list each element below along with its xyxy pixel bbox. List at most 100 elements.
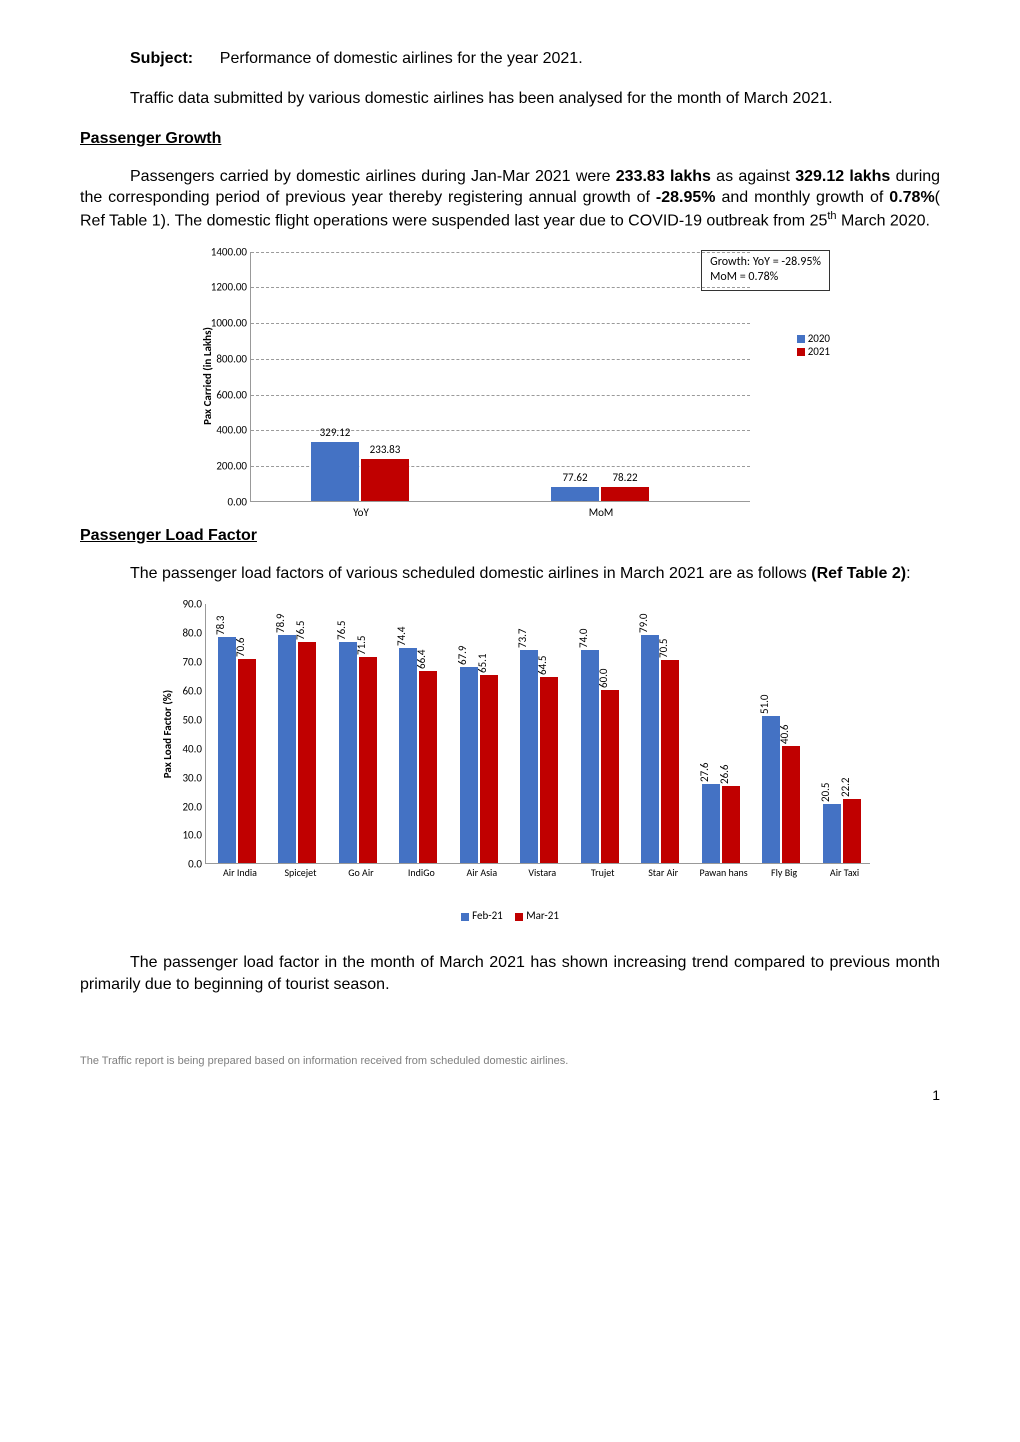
chart2-ytick: 70.0 <box>171 656 206 669</box>
chart2-ytick: 60.0 <box>171 684 206 697</box>
chart2-xtick: Pawan hans <box>694 867 754 878</box>
chart2-bar-feb: 79.0 <box>641 635 659 863</box>
chart2-bar-value: 74.4 <box>395 627 408 647</box>
chart2-bar-value: 70.6 <box>234 638 247 658</box>
chart2-ytick: 50.0 <box>171 713 206 726</box>
ref-table-2: (Ref Table 2) <box>811 565 906 582</box>
chart2-bar-value: 70.5 <box>657 638 670 658</box>
chart2-bar-mar: 40.6 <box>782 746 800 863</box>
chart2-bar-mar: 70.5 <box>661 660 679 864</box>
chart2-bar-mar: 64.5 <box>540 677 558 863</box>
chart2-bar-value: 60.0 <box>597 668 610 688</box>
chart2-bar-value: 27.6 <box>698 762 711 782</box>
chart1-ytick: 200.00 <box>201 459 251 472</box>
chart2-xtick: Air Asia <box>452 867 512 878</box>
chart2-xtick: Star Air <box>633 867 693 878</box>
chart2-xtick: Spicejet <box>270 867 330 878</box>
load-factor-closing: The passenger load factor in the month o… <box>80 952 940 995</box>
chart2-bar-value: 79.0 <box>637 614 650 634</box>
intro-paragraph: Traffic data submitted by various domest… <box>80 88 940 110</box>
value-mom-growth: 0.78% <box>889 189 934 206</box>
chart2-ytick: 90.0 <box>171 598 206 611</box>
chart2-bar-feb: 78.3 <box>218 637 236 863</box>
chart2-bar-feb: 76.5 <box>339 642 357 863</box>
text-fragment: Passengers carried by domestic airlines … <box>130 168 616 185</box>
chart1-gridline <box>251 359 750 360</box>
chart2-bar-feb: 67.9 <box>460 667 478 863</box>
subject-text: Performance of domestic airlines for the… <box>220 50 583 67</box>
chart1-growth-infobox: Growth: YoY = -28.95% MoM = 0.78% <box>701 250 830 291</box>
chart2-bar-mar: 60.0 <box>601 690 619 863</box>
text-fragment: March 2020. <box>837 212 930 229</box>
legend-swatch-2021 <box>797 348 805 356</box>
chart2-bar-feb: 74.4 <box>399 648 417 863</box>
infobox-line-mom: MoM = 0.78% <box>710 270 821 286</box>
chart2-xtick: IndiGo <box>391 867 451 878</box>
chart2-xtick: Air India <box>210 867 270 878</box>
chart2-bar-mar: 76.5 <box>298 642 316 863</box>
value-yoy-growth: -28.95% <box>656 189 716 206</box>
chart2-bar-value: 67.9 <box>456 646 469 666</box>
chart2-ytick: 80.0 <box>171 627 206 640</box>
date-suffix: th <box>827 210 836 222</box>
chart1-ytick: 0.00 <box>201 495 251 508</box>
subject-line: Subject: Performance of domestic airline… <box>80 50 940 68</box>
value-total-2021: 233.83 lakhs <box>616 168 711 185</box>
chart2-bar-mar: 71.5 <box>359 657 377 864</box>
chart2-bar-value: 65.1 <box>476 654 489 674</box>
chart2-xtick: Vistara <box>512 867 572 878</box>
subject-label: Subject <box>130 50 188 67</box>
pax-carried-chart: Pax Carried (in Lakhs) Growth: YoY = -28… <box>190 252 830 502</box>
text-fragment: as against <box>711 168 795 185</box>
chart2-plot-area: Pax Load Factor (%) 0.010.020.030.040.05… <box>205 604 870 864</box>
text-fragment: and monthly growth of <box>716 189 890 206</box>
chart2-legend: Feb-21 Mar-21 <box>150 909 870 922</box>
chart2-bar-value: 71.5 <box>355 635 368 655</box>
chart2-ylabel: Pax Load Factor (%) <box>161 690 174 778</box>
chart1-ytick: 600.00 <box>201 388 251 401</box>
legend-label-2021: 2021 <box>808 345 830 358</box>
chart2-bar-value: 51.0 <box>758 694 771 714</box>
chart2-bar-value: 66.4 <box>415 650 428 670</box>
chart2-ytick: 40.0 <box>171 742 206 755</box>
chart1-plot-area: Pax Carried (in Lakhs) Growth: YoY = -28… <box>250 252 750 502</box>
chart2-ytick: 10.0 <box>171 829 206 842</box>
chart1-ylabel: Pax Carried (in Lakhs) <box>201 327 214 425</box>
chart2-bar-mar: 70.6 <box>238 659 256 863</box>
legend-label-feb: Feb-21 <box>472 909 503 922</box>
legend-swatch-feb <box>461 913 469 921</box>
chart2-ytick: 30.0 <box>171 771 206 784</box>
chart2-bar-feb: 73.7 <box>520 650 538 863</box>
text-fragment: The passenger load factors of various sc… <box>130 565 811 582</box>
chart1-legend: 2020 2021 <box>797 332 830 358</box>
chart1-ytick: 400.00 <box>201 424 251 437</box>
chart2-xtick: Go Air <box>331 867 391 878</box>
chart1-bar: 329.12 <box>311 442 359 501</box>
chart2-bar-value: 64.5 <box>536 655 549 675</box>
chart1-bar-value: 78.22 <box>601 471 649 484</box>
section-heading-load-factor: Passenger Load Factor <box>80 527 940 545</box>
chart2-bar-mar: 22.2 <box>843 799 861 863</box>
infobox-line-yoy: Growth: YoY = -28.95% <box>710 255 821 271</box>
chart2-xtick: Air Taxi <box>815 867 875 878</box>
chart2-bar-value: 20.5 <box>819 783 832 803</box>
chart2-bar-value: 76.5 <box>335 621 348 641</box>
chart1-bar: 78.22 <box>601 487 649 501</box>
chart1-xtick: YoY <box>301 506 421 519</box>
chart2-bar-value: 22.2 <box>839 778 852 798</box>
chart1-gridline <box>251 287 750 288</box>
legend-label-2020: 2020 <box>808 332 830 345</box>
legend-label-mar: Mar-21 <box>526 909 559 922</box>
chart1-gridline <box>251 395 750 396</box>
footnote: The Traffic report is being prepared bas… <box>80 1055 940 1067</box>
chart2-bar-value: 78.9 <box>274 614 287 634</box>
chart2-ytick: 20.0 <box>171 800 206 813</box>
chart1-ytick: 1400.00 <box>201 245 251 258</box>
chart1-gridline <box>251 323 750 324</box>
chart1-xtick: MoM <box>541 506 661 519</box>
text-fragment: : <box>906 565 910 582</box>
chart2-bar-mar: 65.1 <box>480 675 498 863</box>
chart2-bar-feb: 27.6 <box>702 784 720 864</box>
chart2-bar-value: 78.3 <box>214 616 227 636</box>
chart1-ytick: 1000.00 <box>201 317 251 330</box>
